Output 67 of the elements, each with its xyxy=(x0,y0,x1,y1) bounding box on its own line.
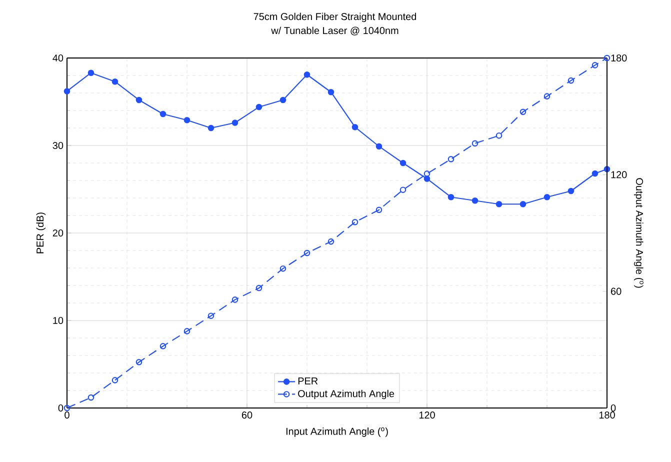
legend-label: Output Azimuth Angle xyxy=(298,390,394,400)
point xyxy=(280,96,286,104)
point xyxy=(136,358,142,366)
y2-tick-label: 180 xyxy=(611,54,627,62)
point xyxy=(376,206,382,213)
point xyxy=(160,110,166,118)
y-tick-label: 40 xyxy=(52,54,64,62)
point xyxy=(232,120,238,126)
point xyxy=(256,284,262,292)
y2-axis-title: Output Azimuth Angle ($^{o}$) xyxy=(634,178,644,288)
point xyxy=(592,62,598,68)
legend-label: PER xyxy=(298,378,318,384)
point xyxy=(496,132,502,139)
point xyxy=(304,71,310,78)
chart-title: 75cm Golden Fiber Straight Mounted xyxy=(254,12,416,22)
point xyxy=(520,200,526,208)
point xyxy=(472,197,478,204)
point xyxy=(136,96,142,104)
x-tick-label: 180 xyxy=(599,412,615,419)
y-tick-label: 30 xyxy=(52,142,64,150)
point xyxy=(604,54,610,62)
point xyxy=(424,176,430,182)
point xyxy=(568,77,574,84)
point xyxy=(472,140,478,146)
point xyxy=(544,93,550,100)
point xyxy=(328,238,334,245)
point xyxy=(88,394,94,401)
point xyxy=(424,170,430,177)
point xyxy=(448,194,454,200)
point xyxy=(184,328,190,334)
y-tick-label: 20 xyxy=(52,229,64,237)
y2-tick-label: 60 xyxy=(611,288,622,295)
point xyxy=(544,194,550,200)
point xyxy=(520,108,526,115)
chart-subtitle: w/ Tunable Laser @ 1040nm xyxy=(271,26,398,36)
point xyxy=(568,188,574,194)
y-tick-label: 0 xyxy=(58,404,64,412)
point xyxy=(112,78,118,85)
point xyxy=(328,88,334,96)
point xyxy=(352,218,358,226)
point xyxy=(256,104,262,110)
point xyxy=(496,200,502,208)
point xyxy=(112,377,118,384)
y-tick-label: 10 xyxy=(53,316,64,324)
point xyxy=(304,250,310,256)
point xyxy=(400,186,406,193)
point xyxy=(280,265,286,272)
point xyxy=(592,170,598,177)
point xyxy=(448,156,454,162)
y2-tick-label: 0 xyxy=(610,404,616,412)
point xyxy=(208,312,214,319)
point xyxy=(160,343,166,350)
point xyxy=(232,296,238,303)
y-axis-title: PER (dB) xyxy=(36,212,46,254)
point xyxy=(352,124,358,130)
x-tick-label: 0 xyxy=(64,412,70,419)
point xyxy=(64,404,70,412)
point xyxy=(88,70,94,76)
point xyxy=(184,116,190,124)
y2-tick-label: 120 xyxy=(611,171,627,178)
x-axis-title: Input Azimuth Angle ($^{o}$) xyxy=(286,427,388,437)
point xyxy=(376,143,382,150)
x-tick-label: 60 xyxy=(242,412,252,419)
point xyxy=(208,124,214,132)
point xyxy=(400,160,406,166)
x-tick-label: 120 xyxy=(419,412,435,419)
point xyxy=(64,88,70,94)
